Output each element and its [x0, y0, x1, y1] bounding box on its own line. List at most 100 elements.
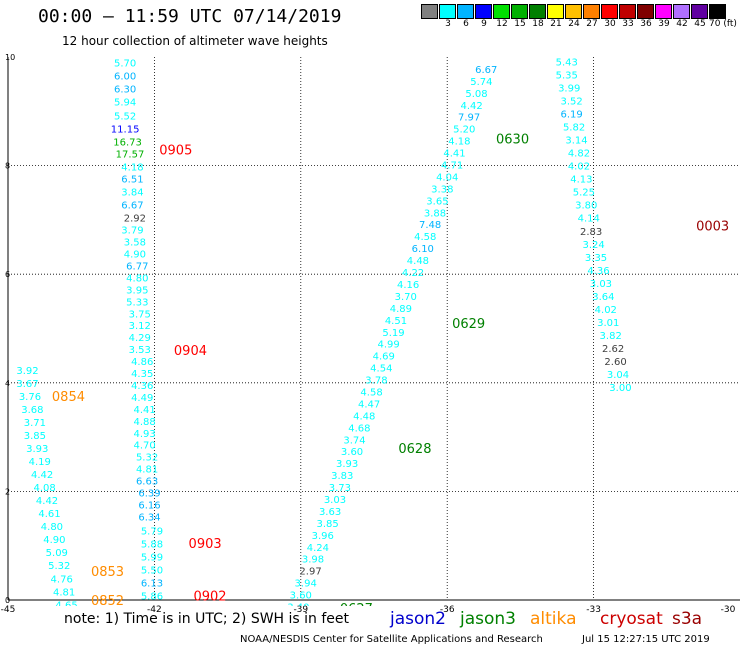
- color-swatch: [709, 4, 726, 19]
- wave-height-point: 3.67: [16, 379, 38, 390]
- wave-height-point: 6.00: [114, 71, 136, 82]
- color-legend-swatches: [421, 4, 740, 19]
- wave-height-point: 4.36: [587, 266, 609, 277]
- wave-height-point: 4.47: [358, 399, 380, 410]
- wave-height-point: 4.86: [131, 357, 153, 368]
- pass-label: 0904: [174, 344, 207, 359]
- wave-height-point: 5.82: [563, 123, 585, 134]
- wave-height-point: 5.32: [48, 561, 70, 572]
- x-tick-label: -30: [721, 605, 736, 615]
- wave-height-point: 5.99: [141, 553, 163, 564]
- wave-height-point: 3.84: [121, 188, 143, 199]
- wave-height-point: 2.83: [580, 227, 602, 238]
- wave-height-point: 2.97: [299, 567, 321, 578]
- wave-height-point: 4.58: [360, 387, 382, 398]
- y-tick-label: 0: [5, 596, 10, 605]
- wave-height-point: 4.49: [131, 393, 153, 404]
- color-swatch: [529, 4, 546, 19]
- legend-s3a: s3a: [672, 609, 703, 629]
- color-label: 27: [586, 19, 598, 29]
- wave-height-point: 3.85: [317, 519, 339, 530]
- x-tick-label: -39: [293, 605, 308, 615]
- wave-height-point: 5.08: [465, 89, 487, 100]
- wave-height-point: 4.76: [51, 574, 73, 585]
- wave-height-point: 6.19: [561, 109, 583, 120]
- color-label: 21: [550, 19, 562, 29]
- wave-height-point: 5.19: [382, 328, 404, 339]
- color-swatch: [673, 4, 690, 19]
- wave-height-point: 4.90: [43, 535, 65, 546]
- wave-height-point: 17.57: [116, 150, 145, 161]
- color-label: 3: [445, 19, 451, 29]
- wave-height-point: 3.93: [26, 444, 48, 455]
- color-label: 39: [658, 19, 670, 29]
- wave-height-point: 3.74: [343, 435, 365, 446]
- wave-height-point: 2.62: [602, 344, 624, 355]
- wave-height-point: 3.60: [290, 591, 312, 602]
- wave-height-point: 6.10: [412, 244, 434, 255]
- wave-height-point: 3.96: [312, 531, 334, 542]
- wave-height-point: 4.58: [414, 232, 436, 243]
- pass-label: 0903: [189, 537, 222, 552]
- color-label: 33: [622, 19, 634, 29]
- color-swatch: [601, 4, 618, 19]
- color-label: 9: [481, 19, 487, 29]
- wave-height-point: 3.82: [600, 331, 622, 342]
- wave-height-point: 4.29: [129, 333, 151, 344]
- color-swatch: [457, 4, 474, 19]
- wave-height-point: 3.80: [575, 201, 597, 212]
- wave-height-point: 4.13: [570, 175, 592, 186]
- wave-height-point: 4.36: [131, 381, 153, 392]
- wave-height-point: 3.99: [558, 83, 580, 94]
- wave-height-point: 7.48: [419, 220, 441, 231]
- wave-height-point: 4.93: [134, 429, 156, 440]
- legend-cryosat: cryosat: [600, 609, 663, 629]
- pass-label: 0902: [193, 590, 226, 605]
- wave-height-point: 5.86: [141, 592, 163, 603]
- color-swatch: [493, 4, 510, 19]
- wave-height-point: 3.79: [121, 226, 143, 237]
- color-label: 70 (ft): [709, 19, 737, 29]
- wave-height-point: 2.60: [604, 357, 626, 368]
- wave-height-point: 3.64: [592, 292, 614, 303]
- color-label: 36: [640, 19, 652, 29]
- wave-height-point: 4.19: [29, 457, 51, 468]
- legend-jason2: jason2: [390, 609, 446, 629]
- wave-height-point: 4.42: [460, 101, 482, 112]
- wave-height-point: 3.75: [129, 309, 151, 320]
- data-layer: 5.706.006.305.945.5211.1516.7317.574.186…: [16, 57, 729, 617]
- pass-label: 0627: [340, 602, 373, 617]
- wave-height-point: 5.88: [141, 540, 163, 551]
- legend-jason3: jason3: [460, 609, 516, 629]
- wave-height-point: 4.48: [407, 256, 429, 267]
- x-tick-label: -42: [147, 605, 162, 615]
- wave-height-point: 3.85: [24, 431, 46, 442]
- wave-height-point: 3.73: [329, 483, 351, 494]
- wave-height-point: 3.71: [24, 418, 46, 429]
- color-swatch: [565, 4, 582, 19]
- wave-height-point: 4.18: [448, 137, 470, 148]
- wave-height-point: 16.73: [113, 138, 142, 149]
- wave-height-point: 4.81: [53, 587, 75, 598]
- footer-credit: NOAA/NESDIS Center for Satellite Applica…: [240, 634, 543, 645]
- color-swatch: [439, 4, 456, 19]
- wave-height-point: 6.16: [138, 500, 160, 511]
- wave-height-point: 3.40: [287, 603, 309, 614]
- wave-height-point: 4.41: [134, 405, 156, 416]
- wave-height-point: 3.52: [561, 96, 583, 107]
- wave-height-point: 3.98: [302, 555, 324, 566]
- color-label: 6: [463, 19, 469, 29]
- wave-height-point: 4.02: [595, 305, 617, 316]
- wave-height-point: 5.52: [114, 112, 136, 123]
- wave-height-point: 5.35: [556, 70, 578, 81]
- wave-height-point: 4.70: [134, 441, 156, 452]
- wave-height-point: 4.08: [33, 483, 55, 494]
- wave-height-point: 3.60: [341, 447, 363, 458]
- wave-height-point: 4.24: [307, 543, 329, 554]
- color-swatch: [511, 4, 528, 19]
- wave-height-point: 4.48: [353, 411, 375, 422]
- x-tick-label: -33: [586, 605, 601, 615]
- x-tick-label: -45: [1, 605, 16, 615]
- wave-height-point: 5.20: [453, 125, 475, 136]
- color-label: 15: [514, 19, 526, 29]
